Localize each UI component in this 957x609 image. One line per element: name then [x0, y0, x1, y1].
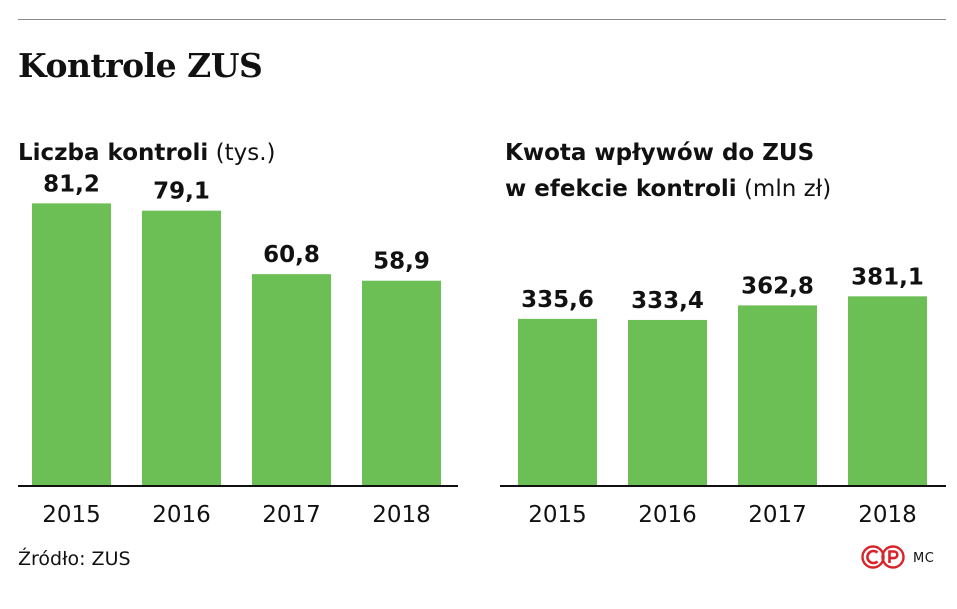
chart2-title: Kwota wpływów do ZUS w efekcie kontroli … [505, 135, 831, 207]
chart1-title: Liczba kontroli (tys.) [18, 135, 276, 171]
chart1-title-text: Liczba kontroli [18, 140, 209, 166]
chart2-value-label-2018: 381,1 [851, 264, 924, 290]
chart2-title-line1: Kwota wpływów do ZUS [505, 140, 815, 166]
page-title: Kontrole ZUS [18, 46, 263, 85]
chart1-tick-label-2016: 2016 [152, 502, 211, 528]
chart1-value-label-2017: 60,8 [263, 242, 320, 268]
chart1-value-label-2016: 79,1 [153, 179, 210, 205]
chart1-value-label-2015: 81,2 [43, 171, 100, 197]
chart2-tick-label-2017: 2017 [748, 502, 807, 528]
chart1-unit: (tys.) [215, 140, 276, 166]
chart1-bar-2017 [252, 274, 331, 485]
chart2-bar-2018 [848, 296, 927, 485]
chart2-bar-2015 [518, 318, 597, 485]
chart2-value-label-2017: 362,8 [741, 273, 814, 299]
chart1-bar-2016 [142, 210, 221, 485]
source-note: Źródło: ZUS [18, 548, 131, 570]
chart2-value-label-2016: 333,4 [631, 288, 704, 314]
chart2-title-line2: w efekcie kontroli [505, 176, 737, 202]
chart1-bar-2015 [32, 203, 111, 485]
chart1-value-label-2018: 58,9 [373, 249, 430, 275]
chart2-tick-label-2018: 2018 [858, 502, 917, 528]
chart1-bar-2018 [362, 280, 441, 485]
cp-logo-icon [861, 545, 905, 569]
chart2-bar-2017 [738, 305, 817, 485]
author-initials: MC [913, 551, 935, 566]
chart1-tick-label-2017: 2017 [262, 502, 321, 528]
chart1-tick-label-2018: 2018 [372, 502, 431, 528]
chart2-unit: (mln zł) [743, 176, 832, 202]
chart2-value-label-2015: 335,6 [521, 287, 594, 313]
chart2-bar-2016 [628, 319, 707, 485]
chart2-tick-label-2016: 2016 [638, 502, 697, 528]
chart1-tick-label-2015: 2015 [42, 502, 101, 528]
chart2-tick-label-2015: 2015 [528, 502, 587, 528]
top-rule [18, 19, 946, 20]
